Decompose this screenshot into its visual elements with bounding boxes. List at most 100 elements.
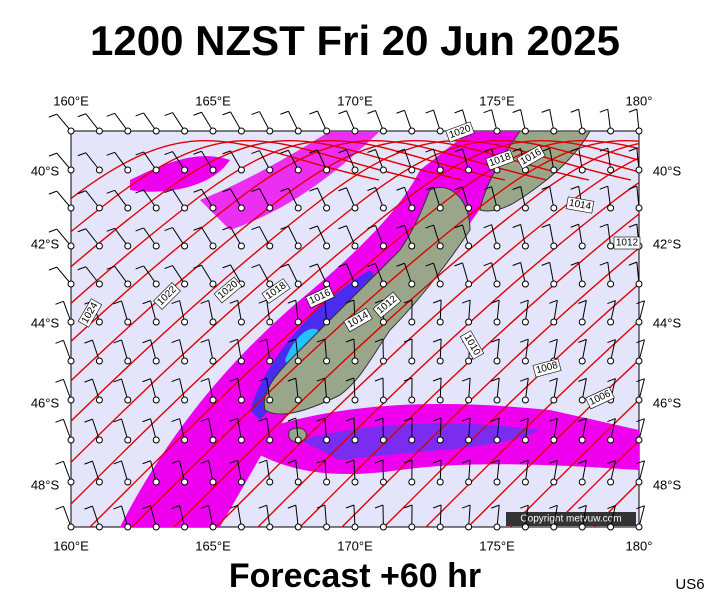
- lat-label-right: 40°S: [653, 163, 682, 178]
- station: [352, 205, 358, 211]
- wind-barb-tick: [542, 109, 550, 112]
- model-code: US6: [675, 576, 704, 593]
- lat-label-left: 44°S: [31, 315, 60, 330]
- station: [96, 281, 102, 287]
- station: [522, 437, 528, 443]
- station: [551, 281, 557, 287]
- lat-label-right: 46°S: [653, 395, 682, 410]
- station: [153, 167, 159, 173]
- station: [267, 167, 273, 173]
- wind-barb-tick: [78, 114, 86, 117]
- station: [466, 524, 472, 530]
- station: [608, 243, 614, 249]
- station: [210, 243, 216, 249]
- station: [636, 358, 642, 364]
- wind-barb-tick: [49, 114, 57, 117]
- station: [380, 281, 386, 287]
- station: [182, 281, 188, 287]
- station: [267, 319, 273, 325]
- station: [210, 479, 216, 485]
- station: [324, 205, 330, 211]
- station: [352, 281, 358, 287]
- station: [636, 281, 642, 287]
- station: [295, 319, 301, 325]
- station: [579, 128, 585, 134]
- station: [352, 437, 358, 443]
- station: [551, 437, 557, 443]
- station: [68, 243, 74, 249]
- station: [608, 358, 614, 364]
- station: [494, 358, 500, 364]
- station: [295, 397, 301, 403]
- station: [579, 479, 585, 485]
- station: [267, 128, 273, 134]
- station: [466, 167, 472, 173]
- station: [352, 128, 358, 134]
- station: [352, 397, 358, 403]
- station: [125, 128, 131, 134]
- station: [522, 397, 528, 403]
- station: [494, 243, 500, 249]
- station: [182, 479, 188, 485]
- station: [380, 319, 386, 325]
- station: [636, 319, 642, 325]
- station: [153, 243, 159, 249]
- station: [68, 167, 74, 173]
- station: [579, 524, 585, 530]
- station: [494, 437, 500, 443]
- station: [437, 397, 443, 403]
- station: [409, 524, 415, 530]
- station: [267, 397, 273, 403]
- station: [466, 358, 472, 364]
- station: [68, 281, 74, 287]
- station: [295, 358, 301, 364]
- station: [636, 524, 642, 530]
- station: [409, 205, 415, 211]
- station: [125, 358, 131, 364]
- station: [352, 358, 358, 364]
- wind-barb-tick: [280, 111, 288, 114]
- wind-barb-tick: [309, 111, 317, 114]
- station: [324, 358, 330, 364]
- station: [466, 281, 472, 287]
- station: [324, 524, 330, 530]
- station: [352, 167, 358, 173]
- station: [579, 243, 585, 249]
- station: [153, 479, 159, 485]
- station: [210, 281, 216, 287]
- station: [636, 167, 642, 173]
- station: [125, 243, 131, 249]
- station: [437, 281, 443, 287]
- wind-barb-tick: [251, 112, 259, 115]
- station: [267, 479, 273, 485]
- station: [352, 479, 358, 485]
- wind-barb-tick: [223, 112, 231, 115]
- station: [437, 243, 443, 249]
- wind-barb-tick: [484, 110, 492, 113]
- lon-label-top: 160°E: [53, 93, 89, 108]
- station: [324, 397, 330, 403]
- station: [608, 167, 614, 173]
- station: [409, 437, 415, 443]
- station: [267, 437, 273, 443]
- station: [608, 319, 614, 325]
- station: [522, 319, 528, 325]
- station: [153, 397, 159, 403]
- station: [437, 167, 443, 173]
- station: [522, 281, 528, 287]
- station: [238, 437, 244, 443]
- station: [494, 128, 500, 134]
- station: [153, 524, 159, 530]
- station: [522, 128, 528, 134]
- station: [551, 128, 557, 134]
- lon-label-bottom: 160°E: [53, 538, 89, 553]
- station: [579, 319, 585, 325]
- station: [380, 243, 386, 249]
- station: [295, 243, 301, 249]
- station: [267, 205, 273, 211]
- station: [210, 524, 216, 530]
- station: [522, 205, 528, 211]
- station: [551, 524, 557, 530]
- station: [210, 167, 216, 173]
- station: [96, 524, 102, 530]
